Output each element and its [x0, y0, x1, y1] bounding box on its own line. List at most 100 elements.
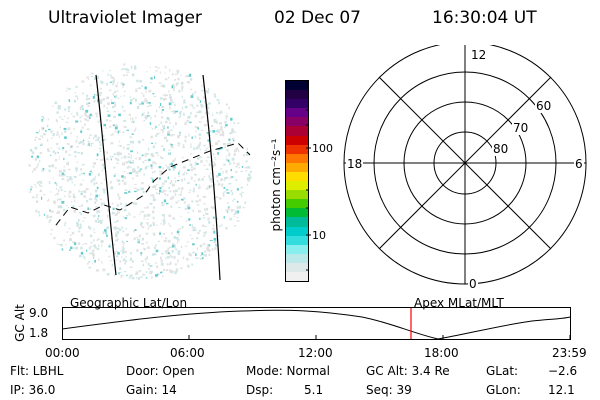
uv-speckle — [215, 245, 218, 247]
uv-speckle — [191, 226, 193, 228]
uv-speckle — [103, 123, 106, 127]
uv-speckle — [70, 146, 72, 148]
uv-speckle — [53, 236, 56, 240]
uv-speckle — [192, 224, 194, 227]
uv-speckle — [234, 149, 237, 152]
uv-speckle — [191, 263, 194, 266]
uv-speckle — [200, 160, 203, 163]
uv-speckle — [232, 157, 235, 161]
uv-speckle — [137, 87, 139, 90]
uv-speckle — [203, 235, 205, 238]
uv-speckle — [76, 161, 79, 163]
uv-speckle — [178, 234, 180, 236]
uv-speckle — [170, 270, 174, 273]
uv-speckle — [129, 172, 132, 175]
uv-speckle — [234, 225, 237, 227]
uv-speckle — [117, 129, 121, 133]
uv-speckle — [220, 178, 223, 181]
uv-speckle — [124, 192, 128, 194]
uv-speckle — [143, 248, 147, 251]
uv-speckle — [209, 177, 212, 180]
uv-speckle — [122, 146, 125, 150]
uv-speckle — [206, 156, 210, 159]
boundary-dashed-line — [55, 142, 251, 226]
uv-speckle — [179, 111, 183, 113]
uv-speckle — [108, 126, 112, 128]
uv-speckle — [63, 191, 67, 192]
uv-speckle — [167, 247, 170, 251]
uv-speckle — [174, 244, 176, 248]
uv-speckle — [132, 140, 135, 144]
uv-speckle — [220, 125, 223, 129]
uv-speckle — [78, 174, 81, 176]
uv-speckle — [165, 257, 167, 260]
uv-speckle — [156, 184, 158, 186]
uv-speckle — [112, 83, 115, 86]
uv-speckle — [202, 217, 206, 219]
uv-speckle — [158, 124, 160, 126]
uv-speckle — [58, 107, 61, 110]
colorbar-band — [286, 126, 308, 136]
uv-speckle — [67, 111, 71, 113]
uv-speckle — [228, 106, 230, 110]
uv-speckle — [225, 158, 228, 161]
uv-speckle — [130, 252, 132, 255]
uv-speckle — [176, 69, 180, 73]
uv-speckle — [73, 176, 75, 178]
uv-speckle — [68, 168, 71, 171]
uv-speckle — [135, 116, 137, 120]
uv-speckle — [115, 90, 119, 92]
uv-speckle — [162, 182, 165, 185]
uv-speckle — [86, 128, 90, 131]
uv-speckle — [162, 219, 166, 222]
uv-speckle — [180, 215, 182, 218]
uv-speckle — [168, 187, 171, 189]
uv-speckle — [220, 167, 222, 170]
uv-speckle — [43, 213, 45, 216]
uv-speckle — [113, 78, 115, 82]
uv-speckle — [107, 73, 109, 77]
uv-speckle — [214, 95, 217, 98]
uv-speckle — [114, 221, 117, 223]
timeline-right-label: Apex MLat/MLT — [414, 296, 504, 310]
uv-speckle — [129, 161, 133, 164]
uv-speckle — [87, 105, 90, 107]
uv-speckle — [102, 134, 105, 138]
uv-speckle — [129, 266, 133, 268]
uv-speckle — [161, 202, 163, 204]
uv-speckle — [112, 207, 115, 211]
uv-speckle — [113, 115, 116, 118]
uv-speckle — [103, 202, 105, 205]
uv-speckle — [199, 244, 203, 248]
uv-speckle — [183, 102, 187, 104]
glat-value: −2.6 — [548, 364, 578, 378]
filter-info: Flt: LBHL — [10, 364, 64, 378]
uv-speckle — [73, 242, 77, 246]
uv-speckle — [122, 68, 126, 70]
uv-speckle — [113, 226, 116, 229]
uv-speckle — [161, 202, 164, 205]
uv-speckle — [205, 111, 207, 115]
uv-speckle — [135, 127, 137, 131]
uv-speckle — [60, 243, 63, 247]
uv-speckle — [201, 257, 204, 260]
uv-speckle — [212, 130, 216, 133]
uv-speckle — [133, 229, 135, 233]
uv-speckle — [82, 139, 85, 142]
uv-speckle — [150, 194, 152, 197]
uv-speckle — [83, 210, 86, 212]
uv-speckle — [141, 237, 144, 241]
uv-speckle — [115, 234, 118, 238]
uv-speckle — [95, 112, 98, 115]
timeline-axis-label: GC Alt — [13, 304, 27, 342]
uv-speckle — [106, 96, 110, 100]
uv-speckle — [194, 91, 197, 94]
uv-speckle — [58, 155, 60, 158]
uv-speckle — [72, 205, 75, 209]
uv-speckle — [218, 172, 221, 176]
uv-speckle — [150, 270, 153, 274]
uv-speckle — [91, 252, 95, 255]
timeline-xtick-1800: 18:00 — [424, 346, 459, 360]
uv-speckle — [157, 67, 160, 69]
uv-speckle — [68, 154, 72, 156]
